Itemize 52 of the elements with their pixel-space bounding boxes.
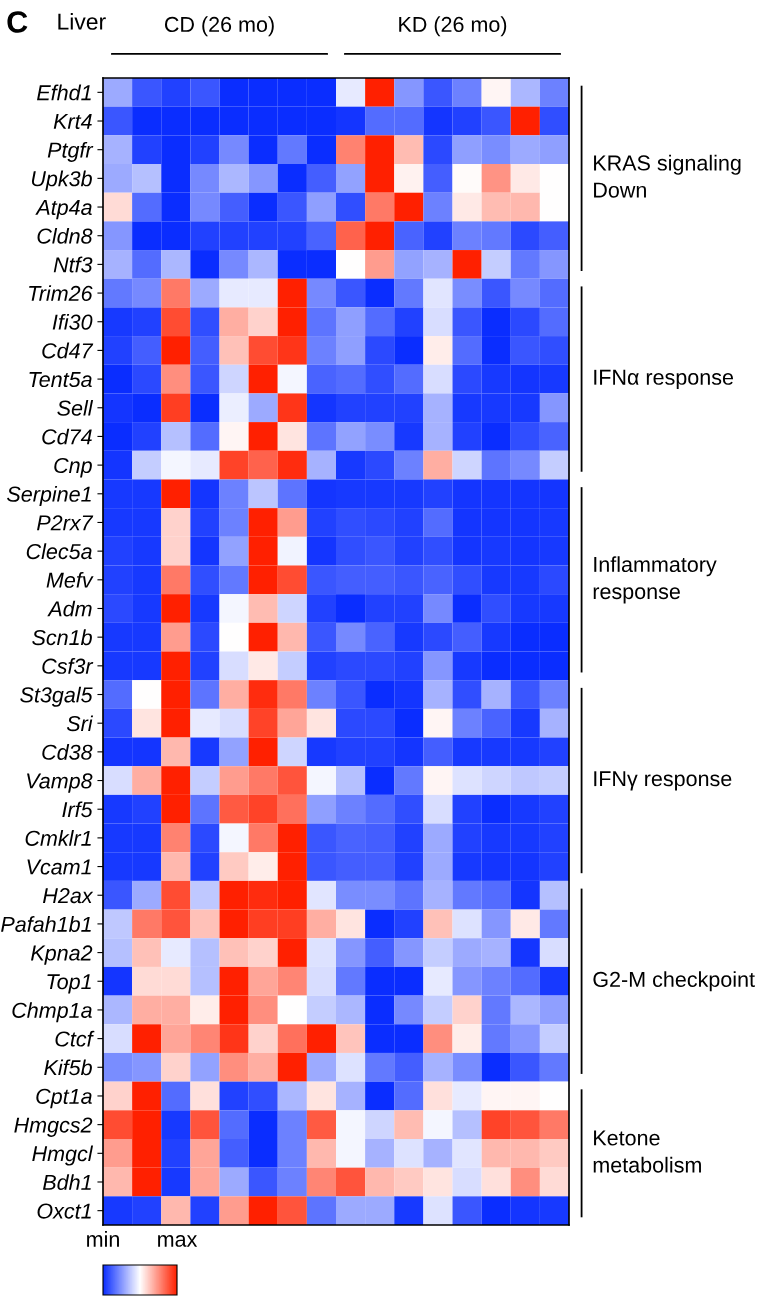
y-tick-label: Trim26 bbox=[29, 285, 93, 302]
y-tick-label: Cnp bbox=[54, 457, 92, 478]
text: C bbox=[7, 11, 28, 33]
text: Ketone metabolism bbox=[593, 1130, 701, 1173]
y-tick-label: Cd38 bbox=[42, 744, 93, 760]
y-tick-label: St3gal5 bbox=[20, 686, 93, 707]
text: CD (26 mo) bbox=[164, 16, 274, 37]
text: KRAS signaling Down bbox=[594, 154, 741, 198]
y-tick-label: Vcam1 bbox=[27, 859, 91, 875]
y-tick-label: Bdh1 bbox=[42, 1174, 91, 1191]
y-tick-label: Serpine1 bbox=[7, 485, 91, 507]
text: IFNα response bbox=[594, 369, 734, 390]
color-bar-label: max bbox=[158, 1235, 198, 1247]
y-tick-label: Krt4 bbox=[53, 114, 92, 130]
y-tick-label: Sell bbox=[57, 399, 94, 416]
y-tick-label: Efhd1 bbox=[36, 84, 91, 101]
y-tick-label: Ptgfr bbox=[47, 141, 94, 162]
y-tick-label: Cmklr1 bbox=[25, 830, 91, 846]
y-tick-label: Clec5a bbox=[26, 543, 92, 560]
y-tick-label: Atp4a bbox=[35, 200, 92, 220]
y-tick-label: P2rx7 bbox=[37, 515, 94, 531]
y-tick-label: Vamp8 bbox=[27, 773, 93, 793]
y-tick-label: Cpt1a bbox=[36, 1088, 92, 1109]
text: G2-M checkpoint bbox=[593, 971, 755, 992]
y-tick-label: Adm bbox=[47, 600, 92, 617]
y-tick-label: Sri bbox=[66, 715, 94, 732]
chart-title: Liver bbox=[58, 12, 106, 30]
y-tick-label: Kif5b bbox=[44, 1059, 92, 1076]
y-tick-label: Ctcf bbox=[55, 1030, 95, 1047]
y-tick-label: Cd47 bbox=[42, 342, 94, 359]
text: IFNγ response bbox=[594, 771, 732, 791]
y-tick-label: Pafah1b1 bbox=[1, 916, 91, 932]
y-tick-label: Cd74 bbox=[42, 428, 92, 445]
y-tick-label: Hmgcs2 bbox=[14, 1117, 93, 1137]
y-tick-label: Mefv bbox=[46, 572, 94, 588]
y-tick-label: Upk3b bbox=[31, 170, 92, 191]
y-tick-label: Hmgcl bbox=[32, 1145, 94, 1166]
y-tick-label: Scn1b bbox=[32, 629, 92, 646]
y-tick-label: Chmp1a bbox=[12, 1002, 92, 1023]
y-tick-label: Cldn8 bbox=[37, 227, 93, 244]
y-tick-label: Irf5 bbox=[62, 801, 93, 818]
text: Inflammatory response bbox=[593, 556, 717, 604]
y-tick-label: Kpna2 bbox=[31, 945, 93, 965]
y-tick-label: Ntf3 bbox=[53, 256, 93, 273]
y-tick-label: Tent5a bbox=[29, 372, 92, 388]
y-tick-label: Csf3r bbox=[42, 658, 94, 674]
y-tick-label: H2ax bbox=[42, 888, 94, 904]
y-tick-label: Oxct1 bbox=[37, 1203, 91, 1219]
y-tick-label: Top1 bbox=[47, 974, 91, 994]
y-tick-label: Ifi30 bbox=[52, 313, 93, 330]
text: KD (26 mo) bbox=[399, 16, 507, 37]
color-bar-label: min bbox=[87, 1231, 119, 1247]
